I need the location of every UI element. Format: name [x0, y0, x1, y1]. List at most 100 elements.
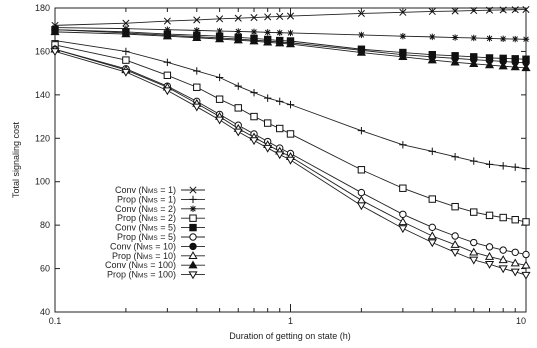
y-tick-label: 40: [40, 307, 50, 317]
data-point: [451, 7, 459, 15]
data-point: [521, 271, 531, 280]
data-point: [275, 38, 285, 47]
data-point: [469, 256, 479, 265]
data-point: [357, 9, 365, 17]
data-point: [428, 7, 436, 16]
legend: Conv (NMS = 1)Prop (NMS = 1)Conv (NMS = …: [105, 185, 205, 280]
data-point: [263, 144, 273, 153]
data-point: [485, 6, 494, 14]
data-point: [399, 8, 407, 16]
data-point: [428, 147, 436, 156]
data-point: [399, 33, 407, 40]
data-point: [356, 202, 366, 211]
data-point: [263, 94, 272, 102]
series-9: [50, 48, 531, 280]
data-point: [357, 188, 366, 197]
data-point: [285, 39, 296, 48]
data-point: [285, 156, 296, 165]
data-point: [521, 260, 531, 269]
data-point: [522, 250, 530, 259]
legend-label: Conv (NMS = 10): [110, 241, 176, 251]
data-point: [263, 119, 272, 127]
data-point: [193, 67, 201, 75]
data-point: [122, 19, 130, 27]
data-point: [470, 7, 478, 15]
legend-label: Conv (NMS = 2): [115, 204, 176, 214]
data-point: [215, 34, 225, 43]
data-point: [399, 184, 407, 192]
data-point: [511, 163, 519, 171]
legend-label: Conv (NMS = 1): [115, 185, 176, 195]
data-point: [215, 95, 224, 103]
data-point: [522, 218, 530, 226]
data-point: [276, 124, 284, 133]
data-point: [264, 13, 272, 21]
data-point: [233, 128, 243, 137]
data-point: [484, 60, 495, 69]
legend-marker: [189, 223, 197, 232]
data-point: [522, 36, 530, 43]
data-point: [399, 210, 407, 218]
data-point: [498, 255, 508, 264]
data-point: [498, 61, 508, 70]
legend-marker: [189, 233, 197, 241]
legend-marker: [189, 205, 197, 212]
legend-marker: [188, 271, 198, 280]
data-point: [357, 126, 366, 135]
x-tick-label: 10: [516, 316, 526, 326]
series-1: [51, 36, 530, 173]
legend-label: Prop (NMS = 100): [107, 270, 176, 280]
series-layer: [50, 5, 531, 280]
data-point: [249, 137, 259, 146]
data-point: [250, 112, 258, 121]
data-point: [234, 14, 242, 22]
data-point: [234, 104, 242, 112]
data-point: [250, 14, 258, 22]
data-point: [485, 211, 494, 220]
data-point: [357, 166, 366, 174]
data-point: [511, 6, 519, 14]
data-point: [233, 35, 243, 44]
data-point: [499, 213, 507, 222]
data-point: [215, 116, 225, 125]
legend-marker: [189, 214, 197, 222]
legend-label: Prop (NMS = 2): [117, 213, 176, 223]
data-point: [451, 202, 459, 211]
data-point: [510, 258, 520, 267]
legend-label: Prop (NMS = 5): [117, 232, 176, 242]
data-point: [121, 29, 131, 38]
data-point: [234, 82, 242, 90]
legend-marker: [188, 251, 198, 259]
data-point: [485, 243, 494, 251]
y-tick-label: 180: [35, 3, 50, 13]
data-point: [276, 12, 284, 21]
data-point: [193, 27, 200, 34]
series-8: [50, 27, 531, 72]
data-point: [50, 48, 60, 57]
y-tick-label: 120: [35, 133, 50, 143]
data-point: [122, 47, 130, 56]
data-point: [398, 217, 408, 226]
data-point: [427, 239, 437, 248]
data-point: [275, 151, 285, 160]
data-point: [358, 31, 365, 39]
data-point: [450, 239, 460, 248]
data-point: [522, 5, 530, 14]
data-point: [193, 16, 201, 24]
legend-marker: [189, 195, 197, 204]
legend-label: Prop (NMS = 10): [112, 251, 176, 261]
data-point: [235, 28, 242, 35]
data-point: [511, 216, 519, 224]
y-tick-label: 160: [35, 46, 50, 56]
y-tick-label: 60: [40, 264, 50, 274]
data-point: [470, 238, 478, 247]
data-point: [50, 27, 60, 36]
data-point: [356, 195, 366, 204]
x-axis-title: Duration of getting on state (h): [229, 331, 351, 341]
data-point: [451, 232, 459, 240]
data-point: [276, 29, 283, 36]
data-point: [427, 55, 437, 64]
data-point: [398, 52, 408, 61]
legend-label: Conv (NMS = 5): [115, 223, 176, 233]
